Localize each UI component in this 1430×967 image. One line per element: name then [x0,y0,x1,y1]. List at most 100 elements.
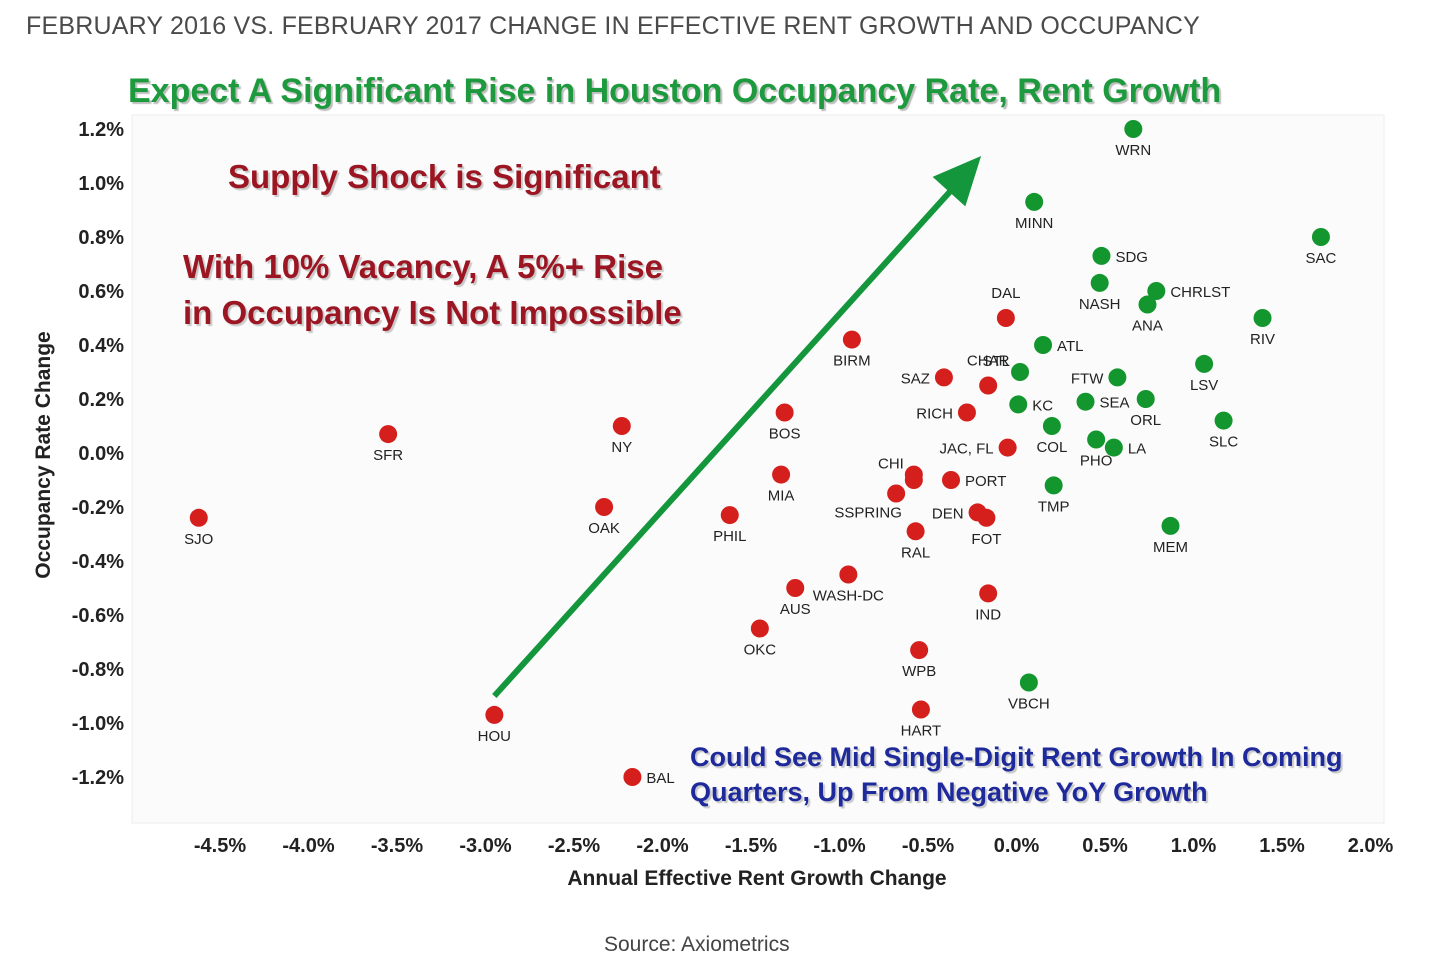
data-point [911,700,930,719]
y-tick-label: -0.8% [72,659,124,681]
point-label: BIRM [833,353,871,370]
point-label: BAL [646,770,674,787]
point-label: NY [611,439,632,456]
data-point [904,471,923,489]
data-point [1090,273,1109,292]
rent-growth-note: Could See Mid Single-Digit Rent Growth I… [690,740,1342,810]
y-tick-label: 0.8% [78,227,124,249]
x-tick-label: -2.0% [636,835,688,857]
y-tick-label: 1.0% [78,173,124,195]
point-label: MINN [1015,215,1053,232]
point-label: ANA [1132,318,1163,335]
point-label: ORL [1130,412,1161,429]
y-axis-ticks: 1.2% 1.0% 0.8% 0.6% 0.4% 0.2% 0.0% -0.2% -0.4% -0… [72,119,124,789]
data-point [1195,354,1214,373]
x-tick-label: 1.5% [1259,835,1305,857]
data-point [1311,228,1330,246]
x-tick-label: -1.0% [813,835,865,857]
point-label: LA [1128,441,1146,458]
point-label: RICH [916,406,953,423]
y-tick-label: -0.6% [72,605,124,627]
x-tick-label: -1.5% [725,835,777,857]
arrow-shaft [492,163,976,699]
point-label: CHI [878,456,904,473]
point-label: PORT [965,473,1006,490]
supply-shock-note: Supply Shock is Significant [228,158,661,195]
trend-arrow [492,156,982,699]
data-point [750,619,769,638]
point-label: SLC [1209,434,1238,451]
data-point [942,471,961,489]
data-point [1019,673,1038,692]
data-point [623,768,642,786]
point-label: RIV [1250,331,1275,348]
source-text: Source: Axiometrics [604,933,790,956]
data-point [189,508,208,527]
data-point [1147,282,1166,300]
data-point [1136,390,1155,408]
arrow-head [932,156,982,207]
x-tick-label: -4.5% [194,835,246,857]
point-label: WASH-DC [813,588,884,605]
point-label: WRN [1115,142,1151,159]
x-axis-label: Annual Effective Rent Growth Change [567,867,946,890]
point-label: DEN [932,505,964,522]
x-tick-label: -0.5% [902,835,954,857]
y-tick-label: -0.2% [72,497,124,519]
data-point [910,641,929,660]
data-point [775,403,794,422]
point-label: FOT [971,531,1001,548]
chart-title: FEBRUARY 2016 VS. FEBRUARY 2017 CHANGE I… [26,12,1201,40]
data-point [1011,363,1030,381]
point-label: SDG [1115,249,1148,266]
data-point [1087,430,1106,449]
data-point [379,425,398,444]
point-label: SFR [373,447,403,464]
y-tick-label: 0.0% [78,443,124,465]
x-tick-label: -4.0% [282,835,334,857]
y-tick-label: 0.2% [78,389,124,411]
data-point [1092,246,1111,265]
point-label: SAC [1306,250,1337,267]
point-label: TMP [1038,498,1070,515]
data-point [887,484,906,503]
point-label: CHRLST [1170,284,1230,301]
vacancy-note-line-1: With 10% Vacancy, A 5%+ Rise [183,248,663,285]
data-point [1124,120,1143,138]
data-point [1214,411,1233,430]
data-point [977,508,996,527]
y-tick-label: -1.0% [72,713,124,735]
point-label: VBCH [1008,696,1050,713]
x-tick-label: 0.0% [994,835,1040,857]
point-label: COL [1036,439,1067,456]
point-label: CHAR [967,353,1010,370]
data-point [1009,395,1028,414]
point-label: SEA [1100,395,1130,412]
data-point [786,579,805,597]
point-label: WPB [902,663,936,680]
point-label: MEM [1153,539,1188,556]
point-label: RAL [901,544,930,561]
data-points: SJO SFR NY OAK HOU BAL PHIL BOS MIA AUS OKC BIRM WAS… [184,120,1337,787]
data-point [612,417,631,435]
point-label: OKC [744,642,777,659]
y-tick-label: -0.4% [72,551,124,573]
x-tick-label: 1.0% [1171,835,1217,857]
data-point [957,403,976,422]
point-label: FTW [1071,370,1104,387]
data-point [595,498,614,516]
x-tick-label: -3.5% [371,835,423,857]
data-point [1076,392,1095,411]
y-tick-label: 1.2% [78,119,124,141]
point-label: PHO [1080,453,1113,470]
point-label: DAL [991,285,1020,302]
data-point [1104,438,1123,457]
rent-growth-note-line-1: Could See Mid Single-Digit Rent Growth I… [690,742,1343,772]
point-label: STL [983,353,1011,370]
data-point [998,438,1017,457]
y-axis-label: Occupancy Rate Change [32,331,55,578]
data-point [1108,368,1127,387]
x-tick-label: 2.0% [1348,835,1394,857]
point-label: ATL [1057,338,1083,355]
data-point [720,506,739,525]
